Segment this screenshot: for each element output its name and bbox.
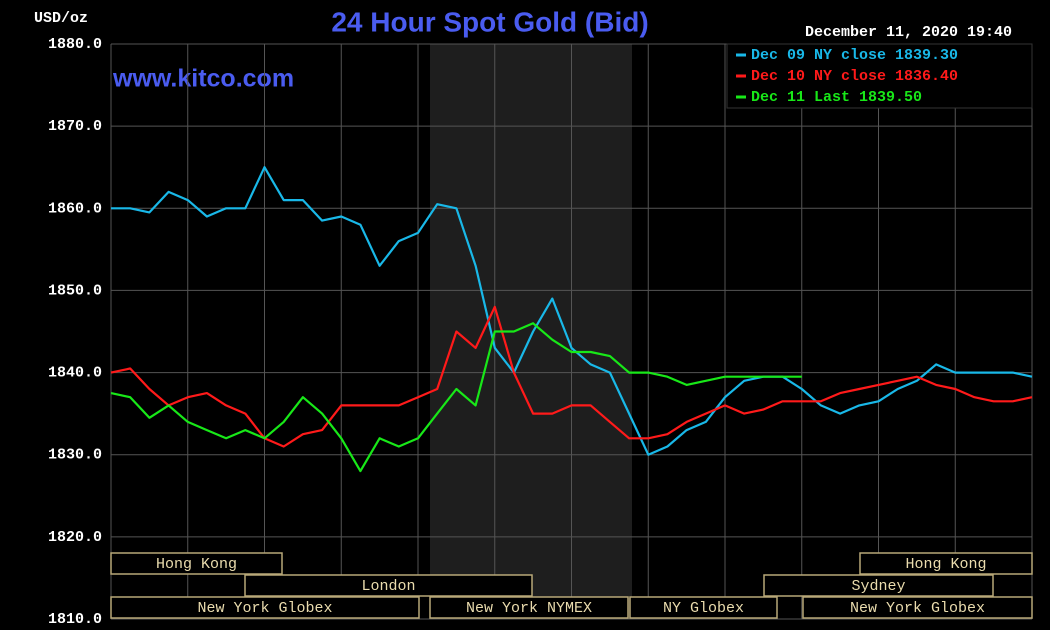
y-tick-label: 1880.0 — [48, 36, 102, 53]
session-label: Hong Kong — [905, 556, 986, 573]
subtitle: www.kitco.com — [112, 65, 294, 93]
timestamp: December 11, 2020 19:40 — [805, 24, 1012, 41]
market-hours-shade — [430, 44, 632, 619]
session-label: Hong Kong — [156, 556, 237, 573]
series-line — [111, 166, 1033, 456]
legend-box — [726, 43, 1033, 109]
y-tick-label: 1840.0 — [48, 365, 102, 382]
y-tick-label: 1830.0 — [48, 447, 102, 464]
y-tick-label: 1850.0 — [48, 282, 102, 299]
y-tick-label: 1870.0 — [48, 118, 102, 135]
session-box — [110, 552, 283, 575]
chart-title: 24 Hour Spot Gold (Bid) — [331, 6, 648, 37]
legend-label: Dec 11 Last 1839.50 — [751, 89, 922, 106]
session-box — [629, 596, 778, 619]
session-label: New York NYMEX — [466, 600, 592, 617]
session-label: Sydney — [851, 578, 905, 595]
y-tick-label: 1810.0 — [48, 611, 102, 628]
session-box — [802, 596, 1033, 619]
session-box — [110, 596, 420, 619]
session-box — [859, 552, 1033, 575]
legend-label: Dec 09 NY close 1839.30 — [751, 47, 958, 64]
session-box — [244, 574, 533, 597]
y-tick-label: 1820.0 — [48, 529, 102, 546]
session-label: New York Globex — [197, 600, 332, 617]
session-label: New York Globex — [850, 600, 985, 617]
y-axis-label: USD/oz — [34, 10, 88, 27]
session-label: NY Globex — [663, 600, 744, 617]
session-box — [429, 596, 629, 619]
session-box — [763, 574, 994, 597]
series-line — [110, 322, 802, 473]
y-tick-label: 1860.0 — [48, 200, 102, 217]
legend-label: Dec 10 NY close 1836.40 — [751, 68, 958, 85]
session-label: London — [361, 578, 415, 595]
